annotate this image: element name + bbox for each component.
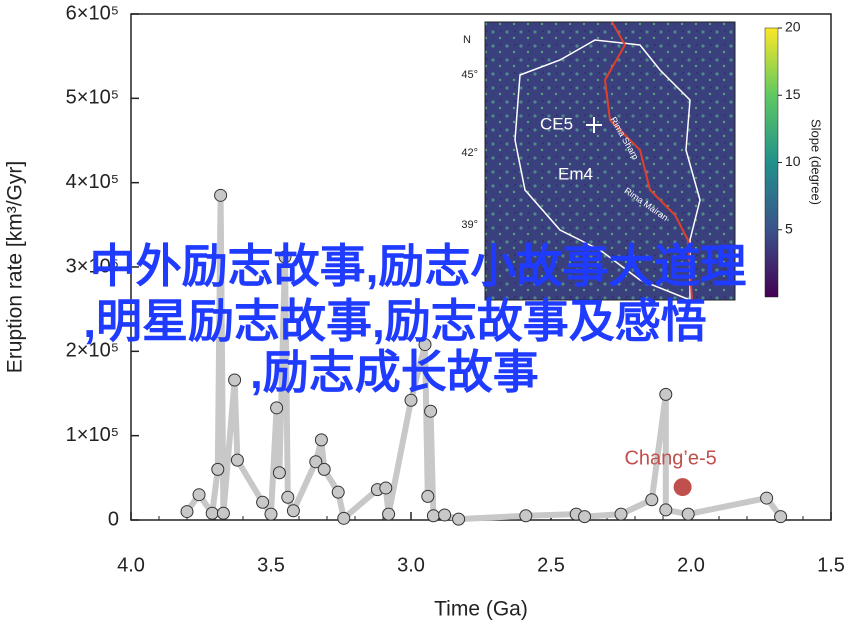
data-point bbox=[317, 462, 331, 476]
data-point bbox=[774, 510, 788, 524]
x-axis-title: Time (Ga) bbox=[434, 598, 528, 621]
annotation-label: Chang’e-5 bbox=[624, 447, 716, 469]
data-point bbox=[211, 462, 225, 476]
x-tick-label: 1.5 bbox=[817, 554, 845, 576]
colorbar-tick-label: 15 bbox=[785, 86, 801, 102]
overlay-text: 中外励志故事,励志小故事大道理 bbox=[90, 240, 747, 292]
x-tick-label: 4.0 bbox=[117, 554, 145, 576]
data-point bbox=[681, 507, 695, 521]
lat-label: 39° bbox=[461, 219, 478, 231]
inset-map: N 45° 42° 39° CE5 Em4 Rima Sharp Rima Ma… bbox=[461, 19, 824, 302]
data-point bbox=[337, 511, 351, 525]
data-point bbox=[382, 507, 396, 521]
data-point bbox=[659, 503, 673, 517]
data-point bbox=[331, 485, 345, 499]
data-point bbox=[205, 506, 219, 520]
data-point bbox=[418, 338, 432, 352]
data-point bbox=[192, 488, 206, 502]
colorbar-tick-label: 5 bbox=[785, 220, 793, 236]
x-tick-label: 2.0 bbox=[677, 554, 705, 576]
colorbar-tick-label: 20 bbox=[785, 19, 801, 35]
overlay-text: ,励志成长故事 bbox=[250, 346, 539, 398]
y-tick-label: 3×10⁵ bbox=[66, 255, 119, 277]
series-line bbox=[184, 192, 783, 523]
data-point bbox=[264, 507, 278, 521]
x-tick-label: 3.0 bbox=[397, 554, 425, 576]
data-point bbox=[216, 506, 230, 520]
y-tick-label: 2×10⁵ bbox=[66, 340, 119, 362]
x-tick-label: 3.5 bbox=[257, 554, 285, 576]
y-axis-title: Eruption rate [km³/Gyr] bbox=[4, 161, 27, 373]
data-point bbox=[214, 188, 228, 202]
data-point bbox=[228, 373, 242, 387]
data-point bbox=[519, 509, 533, 523]
site-label: CE5 bbox=[540, 114, 573, 133]
y-tick-label: 6×10⁵ bbox=[66, 2, 119, 24]
y-tick-label: 0 bbox=[108, 508, 119, 530]
lat-label: 42° bbox=[461, 147, 478, 159]
data-point bbox=[578, 510, 592, 524]
data-point bbox=[281, 490, 295, 504]
data-point bbox=[452, 512, 466, 526]
colorbar bbox=[764, 27, 779, 298]
map bbox=[484, 21, 736, 301]
data-point bbox=[309, 455, 323, 469]
annotation-point bbox=[673, 478, 692, 497]
data-point bbox=[426, 509, 440, 523]
overlay-text: ,明星励志故事,励志故事及感悟 bbox=[83, 295, 707, 347]
data-point bbox=[270, 401, 284, 415]
lat-label: 45° bbox=[461, 69, 478, 81]
colorbar-tick-label: 10 bbox=[785, 153, 801, 169]
mare-boundary bbox=[514, 39, 701, 302]
data-point bbox=[421, 489, 435, 503]
data-point bbox=[760, 491, 774, 505]
data-point bbox=[272, 466, 286, 480]
data-point bbox=[278, 250, 292, 264]
data-point bbox=[614, 507, 628, 521]
data-point bbox=[438, 508, 452, 522]
data-point bbox=[314, 433, 328, 447]
data-point bbox=[286, 504, 300, 518]
data-point bbox=[230, 453, 244, 467]
data-point bbox=[256, 495, 270, 509]
data-point bbox=[379, 481, 393, 495]
data-point bbox=[659, 387, 673, 401]
rille bbox=[603, 21, 693, 301]
landing-site bbox=[586, 117, 602, 133]
y-tick-label: 4×10⁵ bbox=[66, 171, 119, 193]
data-point bbox=[180, 505, 194, 519]
north-label: N bbox=[463, 34, 471, 46]
colorbar-label: Slope (degree) bbox=[809, 119, 824, 205]
site-label: Em4 bbox=[558, 164, 593, 183]
y-tick-label: 5×10⁵ bbox=[66, 87, 119, 109]
data-point bbox=[424, 404, 438, 418]
data-point bbox=[645, 493, 659, 507]
y-tick-label: 1×10⁵ bbox=[66, 424, 119, 446]
x-tick-label: 2.5 bbox=[537, 554, 565, 576]
data-point bbox=[404, 393, 418, 407]
